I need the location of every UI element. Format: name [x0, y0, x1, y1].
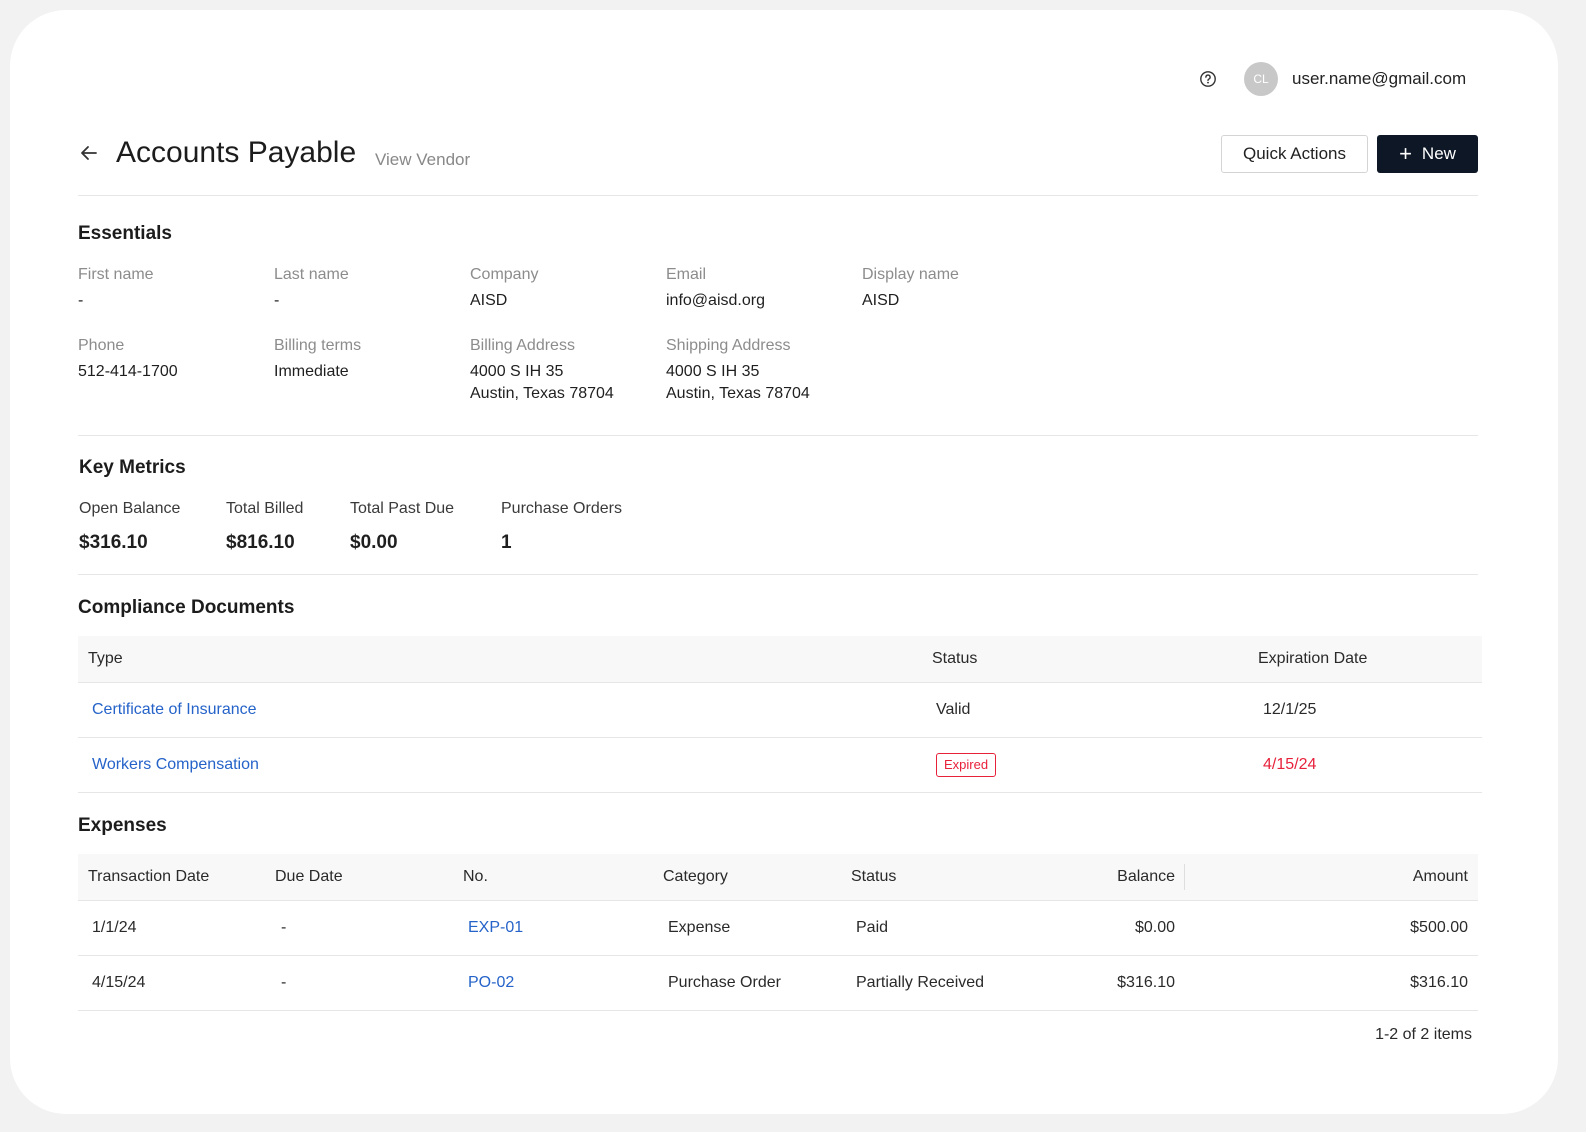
billing-terms-field: Billing terms Immediate [274, 337, 464, 385]
field-value: - [78, 292, 84, 309]
page-title: Accounts Payable [116, 136, 357, 169]
page-header: Accounts Payable View Vendor Quick Actio… [78, 128, 1478, 196]
status-badge: Expired [936, 752, 997, 777]
amount-cell: $500.00 [1185, 900, 1478, 956]
table-row[interactable]: Certificate of Insurance Valid 12/1/25 [78, 682, 1482, 738]
column-header-transaction-date[interactable]: Transaction Date [78, 854, 265, 901]
column-header-status[interactable]: Status [927, 636, 1253, 683]
table-row[interactable]: 1/1/24 - EXP-01 Expense Paid $0.00 $500.… [78, 900, 1478, 956]
metric-label: Total Past Due [350, 500, 455, 517]
document-link[interactable]: Workers Compensation [92, 755, 259, 773]
column-header-balance[interactable]: Balance [991, 854, 1185, 901]
field-label: Billing Address [470, 337, 575, 354]
table-header-row: Type Status Expiration Date [78, 636, 1482, 683]
field-value: - [274, 292, 280, 309]
metric-value: $816.10 [226, 532, 295, 553]
user-email[interactable]: user.name@gmail.com [1292, 69, 1467, 88]
new-button-label: New [1421, 144, 1456, 163]
plus-icon: + [1399, 141, 1412, 166]
compliance-table: Type Status Expiration Date Certificate … [78, 636, 1482, 793]
table-header-row: Transaction Date Due Date No. Category S… [78, 854, 1478, 901]
column-header-category[interactable]: Category [653, 854, 841, 901]
expenses-title: Expenses [78, 815, 167, 836]
metric-label: Purchase Orders [501, 500, 622, 517]
field-label: First name [78, 266, 154, 283]
transaction-date-cell: 1/1/24 [78, 900, 265, 956]
metric-total-billed: Total Billed $816.10 [226, 500, 303, 554]
phone-field: Phone 512-414-1700 [78, 337, 268, 385]
metric-total-past-due: Total Past Due $0.00 [350, 500, 454, 554]
column-header-type[interactable]: Type [78, 636, 927, 683]
metric-label: Total Billed [226, 500, 304, 517]
field-label: Company [470, 266, 539, 283]
email-field: Email info@aisd.org [666, 266, 856, 314]
metric-purchase-orders: Purchase Orders 1 [501, 500, 622, 554]
avatar[interactable]: CL [1244, 62, 1278, 96]
first-name-field: First name - [78, 266, 268, 314]
pagination-summary: 1-2 of 2 items [1375, 1026, 1472, 1043]
field-label: Phone [78, 337, 125, 354]
category-cell: Expense [653, 900, 841, 956]
display-name-field: Display name AISD [862, 266, 1052, 314]
due-date-cell: - [265, 955, 453, 1011]
question-circle-icon[interactable] [1198, 69, 1218, 89]
status-cell: Valid [927, 682, 1253, 738]
metric-value: $316.10 [79, 532, 148, 553]
field-value: info@aisd.org [666, 292, 765, 309]
expiration-cell: 12/1/25 [1253, 682, 1482, 738]
expiration-cell: 4/15/24 [1253, 737, 1482, 793]
company-field: Company AISD [470, 266, 660, 314]
table-row[interactable]: 4/15/24 - PO-02 Purchase Order Partially… [78, 955, 1478, 1011]
expense-number-link[interactable]: EXP-01 [468, 918, 524, 936]
column-header-expiration[interactable]: Expiration Date [1253, 636, 1482, 683]
status-cell: Paid [841, 900, 991, 956]
topbar: CL user.name@gmail.com [1198, 62, 1466, 96]
table-row[interactable]: Workers Compensation Expired 4/15/24 [78, 737, 1482, 793]
column-header-status[interactable]: Status [841, 854, 991, 901]
field-value: AISD [862, 292, 900, 309]
field-label: Billing terms [274, 337, 362, 354]
field-value: Immediate [274, 363, 349, 380]
document-link[interactable]: Certificate of Insurance [92, 700, 257, 718]
transaction-date-cell: 4/15/24 [78, 955, 265, 1011]
billing-address-field: Billing Address 4000 S IH 35 Austin, Tex… [470, 337, 660, 407]
compliance-title: Compliance Documents [78, 597, 295, 618]
divider [78, 435, 1478, 436]
metric-open-balance: Open Balance $316.10 [79, 500, 180, 554]
shipping-address-field: Shipping Address 4000 S IH 35 Austin, Te… [666, 337, 856, 407]
address-line1: 4000 S IH 35 [470, 363, 564, 380]
field-label: Display name [862, 266, 959, 283]
page-subtitle: View Vendor [375, 150, 471, 169]
last-name-field: Last name - [274, 266, 464, 314]
address-line1: 4000 S IH 35 [666, 363, 760, 380]
status-cell: Partially Received [841, 955, 991, 1011]
quick-actions-button[interactable]: Quick Actions [1221, 135, 1368, 173]
category-cell: Purchase Order [653, 955, 841, 1011]
address-line2: Austin, Texas 78704 [470, 385, 614, 402]
balance-cell: $316.10 [991, 955, 1185, 1011]
due-date-cell: - [265, 900, 453, 956]
new-button[interactable]: + New [1377, 135, 1478, 173]
field-label: Shipping Address [666, 337, 791, 354]
field-value: 512-414-1700 [78, 363, 178, 380]
column-header-amount[interactable]: Amount [1185, 854, 1478, 901]
balance-cell: $0.00 [991, 900, 1185, 956]
expense-number-link[interactable]: PO-02 [468, 973, 515, 991]
essentials-title: Essentials [78, 223, 172, 244]
expenses-table: Transaction Date Due Date No. Category S… [78, 854, 1478, 1011]
field-label: Last name [274, 266, 349, 283]
metric-value: $0.00 [350, 532, 398, 553]
arrow-left-icon[interactable] [78, 142, 100, 164]
column-header-no[interactable]: No. [453, 854, 653, 901]
metric-label: Open Balance [79, 500, 181, 517]
column-header-due-date[interactable]: Due Date [265, 854, 453, 901]
divider [78, 574, 1478, 575]
address-line2: Austin, Texas 78704 [666, 385, 810, 402]
metric-value: 1 [501, 532, 512, 553]
amount-cell: $316.10 [1185, 955, 1478, 1011]
field-label: Email [666, 266, 707, 283]
key-metrics-title: Key Metrics [79, 457, 186, 478]
field-value: AISD [470, 292, 508, 309]
